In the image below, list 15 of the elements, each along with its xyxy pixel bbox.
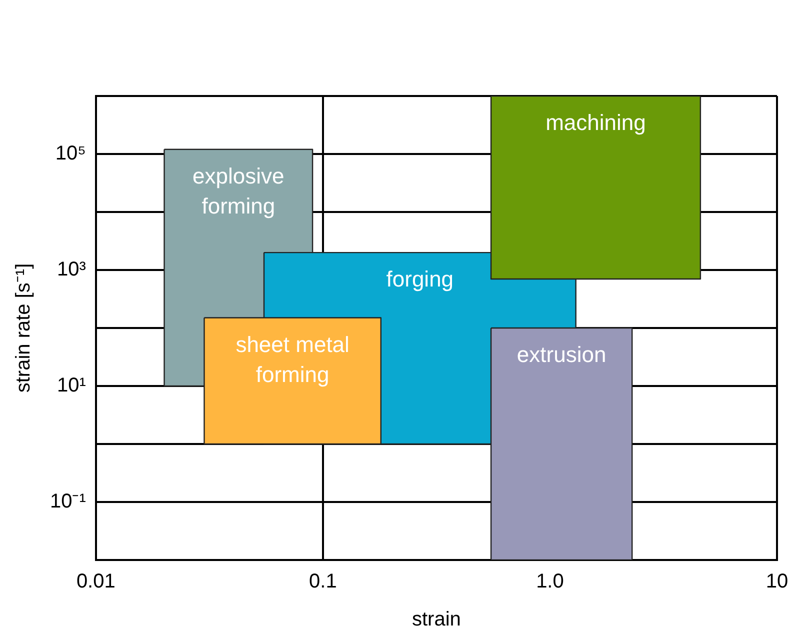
series-label: machining: [546, 110, 646, 136]
y-tick-label: 10³: [57, 258, 86, 281]
y-axis-title: strain rate [s⁻¹]: [12, 263, 35, 393]
series-label: explosive forming: [192, 163, 284, 218]
x-axis-title: strain: [412, 608, 461, 631]
series-label: extrusion: [516, 342, 606, 368]
series-label: forging: [386, 266, 454, 292]
y-tick-label: 10¹: [57, 374, 86, 397]
series-label: sheet metal forming: [236, 332, 350, 387]
x-tick-label: 1.0: [536, 570, 564, 593]
x-tick-label: 10: [766, 570, 788, 593]
x-tick-label: 0.1: [309, 570, 337, 593]
x-tick-label: 0.01: [76, 570, 116, 593]
y-tick-label: 10⁵: [55, 142, 86, 165]
y-tick-label: 10⁻¹: [50, 490, 86, 513]
